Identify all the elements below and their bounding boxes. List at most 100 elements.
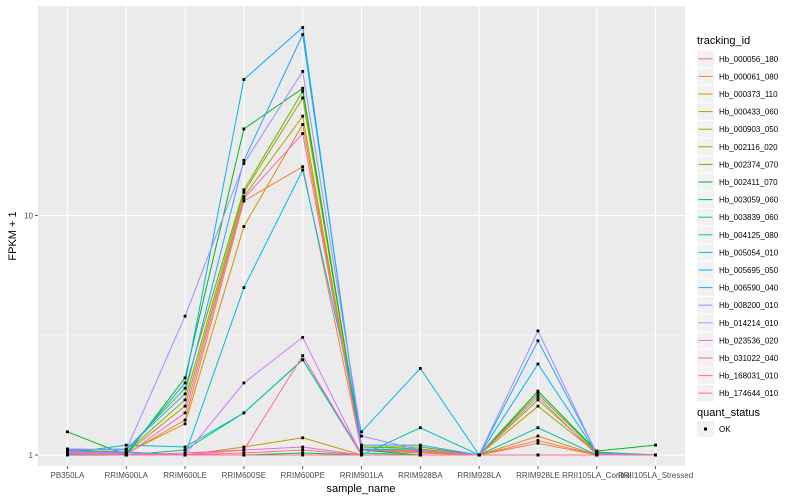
legend-label: Hb_005054_010 [719,248,779,257]
data-point [418,449,422,453]
x-tick-label: RRIM600PE [280,471,324,480]
x-tick-label: RRIM928BA [398,471,443,480]
data-point [536,441,540,445]
legend-label: Hb_000903_050 [719,125,779,134]
data-point [654,443,657,447]
data-point [536,389,540,393]
data-point [242,286,246,290]
data-point [301,123,305,126]
data-point [124,448,128,452]
x-axis: PB350LA RRIM600LA RRIM600LE RRIM600SE RRIM60… [51,466,693,480]
data-point [536,453,540,457]
data-point [242,445,246,449]
data-point [242,127,246,131]
data-point [301,453,305,457]
data-point [536,339,540,343]
data-point [301,69,305,73]
y-axis: 1 10 [24,212,38,460]
legend-label: Hb_014214_010 [719,319,779,328]
legend-label: Hb_008200_010 [719,301,779,310]
y-tick-label: 10 [24,212,33,221]
data-point [360,430,363,434]
legend: tracking_id Hb_000056_180Hb_000061_080Hb… [697,35,779,437]
data-point [242,162,246,165]
data-point [301,132,305,135]
legend-label: Hb_005695_050 [719,266,779,275]
data-point [301,86,305,90]
data-point [536,434,540,438]
x-tick-label: RRIM928LA [457,471,501,480]
data-point [183,418,187,422]
data-point [242,451,246,455]
legend-label: Hb_023536_020 [719,336,779,345]
legend-label: Hb_000373_110 [719,90,778,99]
x-tick-label: RRII105LA_Control [562,471,632,480]
data-point [66,430,69,434]
legend-title: tracking_id [697,35,750,47]
data-point [183,392,187,396]
data-point [301,335,305,339]
data-point [183,451,187,455]
legend-label: Hb_031022_040 [719,354,779,363]
data-point [183,422,187,426]
data-point [301,436,305,440]
data-point [124,453,128,457]
data-point [124,451,128,455]
data-point [595,449,599,453]
legend-label: Hb_002374_070 [719,160,779,169]
x-tick-label: RRII105LA_Stressed [618,471,693,480]
data-point [242,78,246,81]
data-point [242,448,246,452]
legend-label: Hb_168031_010 [719,372,779,381]
data-point [595,453,599,457]
data-point [183,445,187,449]
data-point [242,195,246,198]
shape-legend-label: OK [719,425,731,434]
data-point [242,199,246,203]
data-point [301,445,305,449]
x-axis-title: sample_name [326,483,395,495]
data-point [301,89,305,93]
legend-label: Hb_004125_080 [719,231,779,240]
series-points [66,26,657,457]
data-point [183,404,187,408]
data-point [418,453,422,457]
data-point [418,367,422,370]
data-point [536,404,540,408]
legend-label: Hb_000061_080 [719,72,779,81]
data-point [536,395,540,399]
x-tick-label: RRIM901LA [340,471,384,480]
data-point [301,33,305,36]
legend-label: Hb_174644_010 [719,389,779,398]
data-point [242,381,246,385]
legend-label: Hb_002411_070 [719,178,778,187]
x-tick-label: RRIM600LE [163,471,207,480]
data-point [242,190,246,194]
data-point [301,165,305,169]
data-point [242,453,246,457]
data-point [242,158,246,162]
data-point [301,358,305,362]
data-point [301,114,305,118]
shape-legend-title: quant_status [697,407,760,419]
data-point [242,196,246,200]
data-point [183,376,187,380]
data-point [301,168,305,172]
data-point [360,445,363,449]
data-point [418,443,422,447]
shape-legend-items: OK [697,421,731,437]
data-point [242,225,246,228]
data-point [183,453,187,457]
data-point [360,443,363,447]
data-point [242,188,246,192]
data-point [418,445,422,449]
legend-items: Hb_000056_180 Hb_000061_080 Hb_000373_110 H… [697,50,779,402]
data-point [360,453,363,457]
data-point [536,329,540,333]
legend-label: Hb_003839_060 [719,213,779,222]
y-tick-label: 1 [29,451,34,460]
data-point [654,453,657,457]
data-point [183,448,187,452]
data-point [183,314,187,318]
